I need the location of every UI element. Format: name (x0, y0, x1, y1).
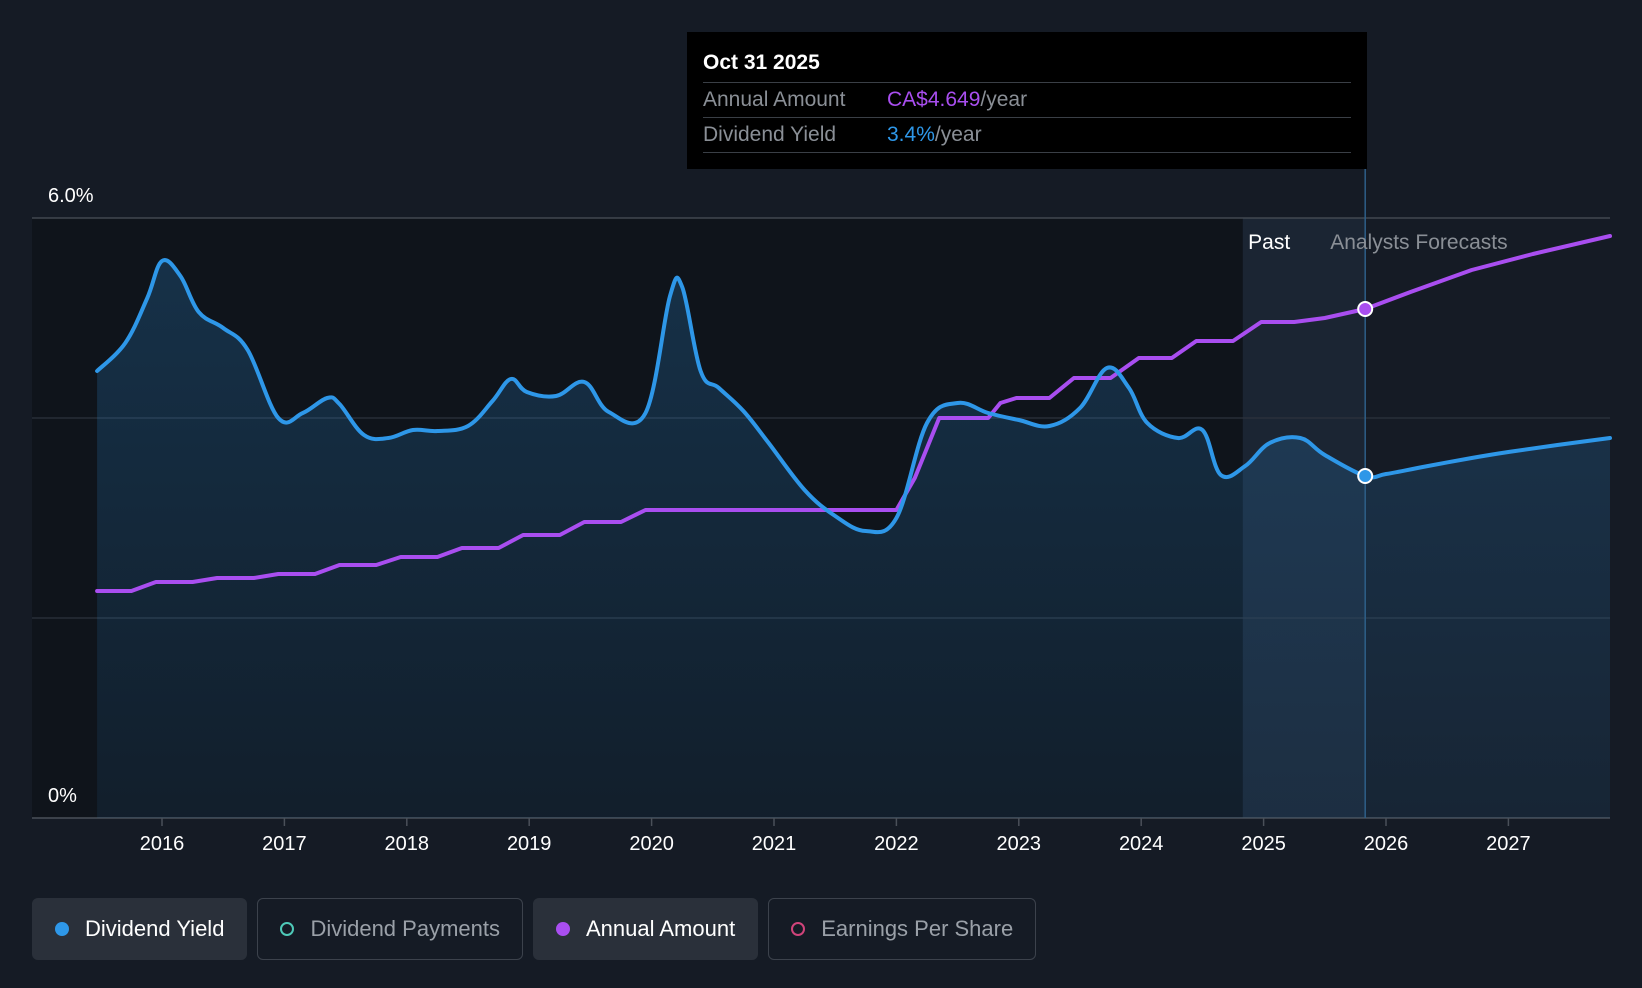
tooltip-annual-unit: /year (980, 88, 1028, 111)
x-tick-label: 2022 (874, 833, 919, 855)
legend-earnings-per-share[interactable]: Earnings Per Share (768, 898, 1037, 960)
dividend-payments-dot-icon (280, 922, 295, 936)
annual-amount-line (95, 234, 1612, 593)
annual-amount-marker (1357, 301, 1374, 317)
earnings-per-share-dot-icon (791, 922, 806, 936)
x-tick-label: 2027 (1486, 833, 1531, 855)
legend: Dividend Yield Dividend Payments Annual … (32, 898, 1037, 960)
analysts-forecasts-label: Analysts Forecasts (1330, 231, 1507, 254)
tooltip-annual-label: Annual Amount (703, 88, 846, 111)
y-axis: 6.0% 0% (48, 185, 94, 807)
tooltip-yield-row: Dividend Yield 3.4%/year (703, 118, 1351, 153)
x-tick-label: 2023 (997, 833, 1042, 855)
legend-label: Dividend Yield (85, 916, 225, 941)
dividend-yield-marker (1357, 468, 1374, 484)
x-axis: 2016 2017 2018 2019 2020 2021 2022 2023 2024 2025… (140, 818, 1531, 855)
x-tick-label: 2025 (1241, 833, 1286, 855)
tooltip-yield-label: Dividend Yield (703, 123, 837, 146)
y-tick-label: 0% (48, 785, 77, 807)
legend-dividend-payments[interactable]: Dividend Payments (257, 898, 523, 960)
dividend-yield-dot-icon (55, 922, 69, 936)
tooltip-yield-unit: /year (934, 123, 982, 146)
tooltip-annual-row: Annual Amount CA$4.649/year (703, 83, 1351, 118)
x-tick-label: 2018 (385, 833, 430, 855)
x-tick-label: 2017 (262, 833, 307, 855)
x-tick-label: 2019 (507, 833, 552, 855)
tooltip-annual-value: CA$4.649 (887, 88, 981, 111)
legend-label: Dividend Payments (310, 916, 500, 941)
legend-dividend-yield[interactable]: Dividend Yield (32, 898, 248, 960)
x-tick-label: 2020 (629, 833, 674, 855)
dividend-yield-line (95, 258, 1612, 535)
x-tick-label: 2024 (1119, 833, 1164, 855)
past-label: Past (1248, 231, 1290, 254)
y-tick-label: 6.0% (48, 185, 94, 207)
legend-annual-amount[interactable]: Annual Amount (532, 898, 759, 960)
legend-label: Annual Amount (585, 916, 736, 941)
legend-label: Earnings Per Share (821, 916, 1014, 941)
hover-markers (1357, 301, 1374, 484)
chart-tooltip: Oct 31 2025 Annual Amount CA$4.649/year D… (687, 32, 1367, 169)
x-tick-label: 2021 (752, 833, 797, 855)
annual-amount-dot-icon (555, 922, 570, 936)
tooltip-yield-value: 3.4% (887, 123, 935, 146)
tooltip-date: Oct 31 2025 (703, 48, 1351, 83)
x-tick-label: 2026 (1364, 833, 1409, 855)
x-tick-label: 2016 (140, 833, 185, 855)
dividend-yield-area (97, 260, 1611, 819)
